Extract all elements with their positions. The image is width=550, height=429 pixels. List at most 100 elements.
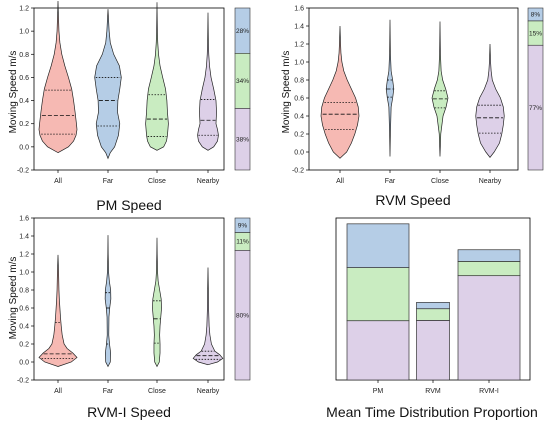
y-tick-label: 0.2 [294,132,304,139]
bar-segment-rvm [416,320,450,381]
bar-segment-pm [346,320,410,381]
x-tick-label: Nearby [197,388,220,395]
y-axis-ticks: -0.2 0.0 0.2 0.4 0.6 0.8 1.0 1.2 [17,6,34,175]
y-tick-label: 1.4 [19,234,29,241]
violins [38,1,219,160]
violins [38,235,224,368]
stack-segment [527,44,544,171]
bar-segment-rvm-i [457,275,521,381]
y-tick-label: 1.2 [294,42,304,49]
x-tick-label: Far [103,178,114,185]
plot-frame [33,217,225,381]
x-tick-label: RVM [425,388,441,395]
stack-label: 28% [236,28,249,35]
x-tick-label: Nearby [479,178,502,185]
proportion-stack: 8% 15% 77% [527,7,544,171]
stack-label: 34% [236,78,249,85]
x-tick-label: All [54,388,62,395]
violin-nearby [475,43,505,158]
stack-label: 15% [529,30,542,37]
bar-segment-pm [346,223,410,268]
y-axis-ticks: -0.2 0.0 0.2 0.4 0.6 0.8 1.0 1.2 1.4 1.6 [17,216,34,385]
plot-frame [33,7,225,171]
y-tick-label: -0.2 [17,378,29,385]
y-tick-label: 0.4 [19,98,29,105]
violin-all [320,25,360,159]
y-tick-label: 0.4 [294,114,304,121]
violin-far [104,235,112,368]
x-tick-label: PM [373,388,384,395]
panel-pm-speed: -0.2 0.0 0.2 0.4 0.6 0.8 1.0 1.2 All Far Close Nea… [8,1,251,213]
plot-frame [308,7,519,171]
y-axis-label: Moving Speed m/s [8,257,19,340]
panel-title: RVM Speed [375,192,450,208]
proportion-stack: 28% 34% 38% [234,7,251,171]
x-tick-label: Nearby [197,178,220,185]
y-tick-label: 1.0 [294,60,304,67]
x-tick-label: RVM-I [479,388,499,395]
stack-label: 11% [236,239,249,246]
bar-segment-rvm-i [457,249,521,262]
y-tick-label: 1.6 [19,216,29,223]
stack-label: 38% [236,136,249,143]
violin-close [152,237,162,368]
x-tick-label: Far [385,178,396,185]
panel-title: Mean Time Distribution Proportion [326,404,538,420]
violin-nearby [197,12,219,151]
y-tick-label: 0.6 [19,75,29,82]
y-tick-label: 1.4 [294,24,304,31]
x-axis-ticks: All Far Close Nearby [336,170,502,185]
y-tick-label: 1.2 [19,6,29,13]
y-tick-label: 0.2 [19,342,29,349]
panel-mean-time-distribution: PM RVM RVM-I Mean Time Distribution Propor… [326,217,538,420]
y-axis-label: Moving Speed m/s [8,51,19,134]
bar-segment-pm [346,267,410,322]
violin-all [38,254,78,367]
stack-label: 9% [238,222,248,229]
y-axis-label: Moving Speed m/s [281,51,292,134]
y-tick-label: 0.0 [19,360,29,367]
x-tick-label: Close [148,178,166,185]
y-tick-label: 1.6 [294,6,304,13]
x-axis-ticks: PM RVM RVM-I [373,380,499,395]
y-tick-label: 0.4 [19,324,29,331]
y-tick-label: 0.6 [294,96,304,103]
violins [320,19,505,159]
x-tick-label: All [336,178,344,185]
stack-label: 80% [236,312,249,319]
violin-far [385,19,395,157]
y-tick-label: 0.8 [19,52,29,59]
violin-far [94,9,122,160]
stack-segment [234,108,251,171]
violin-all [38,1,78,154]
panel-rvm-i-speed: -0.2 0.0 0.2 0.4 0.6 0.8 1.0 1.2 1.4 1.6 All Far Cl… [8,216,251,420]
x-tick-label: All [54,178,62,185]
bar-segment-rvm [416,302,450,310]
bar-segment-rvm [416,308,450,321]
x-tick-label: Far [103,388,114,395]
y-tick-label: -0.2 [17,168,29,175]
x-axis-ticks: All Far Close Nearby [54,170,220,185]
violin-nearby [192,267,224,366]
y-tick-label: 0.8 [19,288,29,295]
proportion-stack: 9% 11% 80% [234,217,251,381]
y-tick-label: 0.8 [294,78,304,85]
y-tick-label: 1.0 [19,270,29,277]
x-axis-ticks: All Far Close Nearby [54,380,220,395]
y-tick-label: 0.0 [19,144,29,151]
violin-close [431,21,449,157]
y-axis-ticks: -0.2 0.0 0.2 0.4 0.6 0.8 1.0 1.2 1.4 1.6 [292,6,309,175]
y-tick-label: -0.2 [292,168,304,175]
violin-close [145,2,169,151]
panel-rvm-speed: -0.2 0.0 0.2 0.4 0.6 0.8 1.0 1.2 1.4 1.6 All Far Cl… [281,6,544,208]
stack-label: 77% [529,105,542,112]
y-tick-label: 1.2 [19,252,29,259]
y-tick-label: 0.0 [294,150,304,157]
stack-segment [234,250,251,381]
bar-segment-rvm-i [457,261,521,277]
panel-title: PM Speed [96,197,161,213]
panel-title: RVM-I Speed [87,404,171,420]
x-tick-label: Close [431,178,449,185]
x-tick-label: Close [148,388,166,395]
